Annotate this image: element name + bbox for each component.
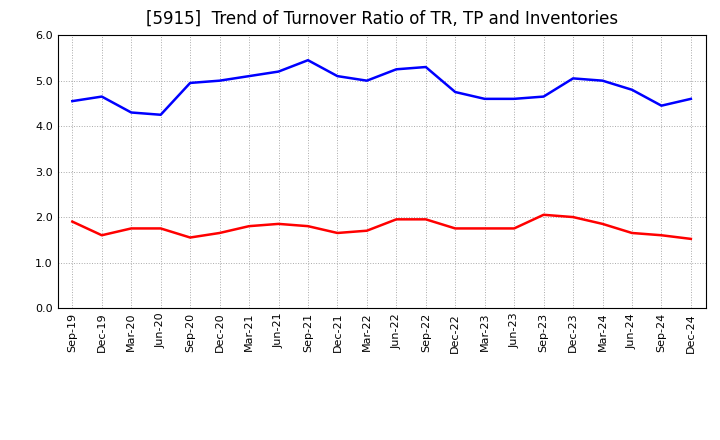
Trade Payables bbox=[598, 78, 607, 83]
Trade Receivables bbox=[628, 231, 636, 236]
Trade Receivables bbox=[392, 216, 400, 222]
Trade Payables bbox=[480, 96, 489, 102]
Trade Receivables bbox=[421, 216, 430, 222]
Trade Payables bbox=[687, 96, 696, 102]
Trade Payables bbox=[569, 76, 577, 81]
Legend: Trade Receivables, Trade Payables, Inventories: Trade Receivables, Trade Payables, Inven… bbox=[157, 437, 606, 440]
Trade Receivables bbox=[687, 236, 696, 242]
Trade Payables bbox=[274, 69, 283, 74]
Trade Payables bbox=[392, 66, 400, 72]
Trade Receivables bbox=[186, 235, 194, 240]
Trade Receivables bbox=[274, 221, 283, 227]
Trade Receivables bbox=[569, 214, 577, 220]
Trade Receivables bbox=[333, 231, 342, 236]
Trade Payables bbox=[451, 89, 459, 95]
Trade Payables bbox=[215, 78, 224, 83]
Trade Receivables bbox=[304, 224, 312, 229]
Trade Payables bbox=[68, 99, 76, 104]
Trade Receivables bbox=[451, 226, 459, 231]
Trade Payables bbox=[657, 103, 666, 108]
Trade Receivables bbox=[657, 233, 666, 238]
Trade Receivables bbox=[127, 226, 135, 231]
Trade Receivables bbox=[480, 226, 489, 231]
Trade Payables bbox=[333, 73, 342, 79]
Trade Receivables bbox=[363, 228, 372, 233]
Trade Receivables bbox=[97, 233, 106, 238]
Line: Trade Payables: Trade Payables bbox=[72, 60, 691, 115]
Trade Receivables bbox=[539, 212, 548, 217]
Line: Trade Receivables: Trade Receivables bbox=[72, 215, 691, 239]
Trade Payables bbox=[628, 87, 636, 92]
Trade Payables bbox=[245, 73, 253, 79]
Trade Payables bbox=[97, 94, 106, 99]
Trade Payables bbox=[510, 96, 518, 102]
Title: [5915]  Trend of Turnover Ratio of TR, TP and Inventories: [5915] Trend of Turnover Ratio of TR, TP… bbox=[145, 10, 618, 28]
Trade Receivables bbox=[510, 226, 518, 231]
Trade Payables bbox=[421, 64, 430, 70]
Trade Payables bbox=[304, 58, 312, 63]
Trade Payables bbox=[539, 94, 548, 99]
Trade Receivables bbox=[215, 231, 224, 236]
Trade Payables bbox=[156, 112, 165, 117]
Trade Payables bbox=[186, 80, 194, 85]
Trade Payables bbox=[363, 78, 372, 83]
Trade Receivables bbox=[245, 224, 253, 229]
Trade Receivables bbox=[156, 226, 165, 231]
Trade Payables bbox=[127, 110, 135, 115]
Trade Receivables bbox=[598, 221, 607, 227]
Trade Receivables bbox=[68, 219, 76, 224]
